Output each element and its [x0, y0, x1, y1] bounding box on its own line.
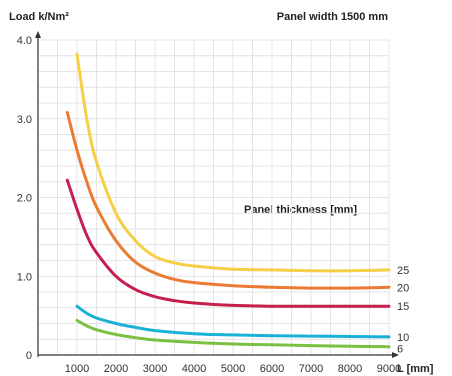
y-axis-arrow [35, 31, 41, 38]
x-axis-label: L [mm] [397, 363, 434, 375]
x-tick-label: 2000 [104, 363, 128, 375]
axes [35, 31, 399, 358]
series-label-15: 15 [397, 301, 409, 313]
y-tick-label: 2.0 [17, 193, 32, 205]
x-tick-label: 7000 [299, 363, 323, 375]
y-tick-label: 1.0 [17, 271, 32, 283]
series-labels: 25 20 15 106 [397, 265, 409, 356]
x-axis-arrow [392, 352, 399, 358]
series-line-25 [75, 52, 391, 273]
series-label-6: 6 [397, 344, 403, 356]
series-label-25: 25 [397, 265, 409, 277]
y-tick-label: 0 [26, 350, 32, 362]
series-line-15 [65, 178, 391, 308]
x-tick-label: 1000 [65, 363, 89, 375]
y-tick-label: 3.0 [17, 114, 32, 126]
grid [38, 39, 390, 355]
x-tick-label: 9000 [377, 363, 401, 375]
y-ticks: 0 1.0 2.0 3.0 4.0 [17, 35, 32, 362]
y-tick-label: 4.0 [17, 35, 32, 47]
x-tick-label: 5000 [221, 363, 245, 375]
y-axis-label: Load k/Nm² [9, 11, 69, 23]
series-line-6 [75, 318, 391, 349]
x-tick-label: 6000 [260, 363, 284, 375]
x-tick-label: 8000 [338, 363, 362, 375]
series-lines [65, 52, 391, 349]
x-ticks: 1000 2000 3000 4000 5000 6000 7000 8000 9000 [65, 363, 401, 375]
series-label-10: 10 [397, 332, 409, 344]
x-tick-label: 3000 [143, 363, 167, 375]
x-tick-label: 4000 [182, 363, 206, 375]
series-label-20: 20 [397, 282, 409, 294]
series-line-20 [65, 110, 391, 290]
series-line-10 [75, 304, 391, 339]
panel-width-note: Panel width 1500 mm [276, 11, 388, 23]
